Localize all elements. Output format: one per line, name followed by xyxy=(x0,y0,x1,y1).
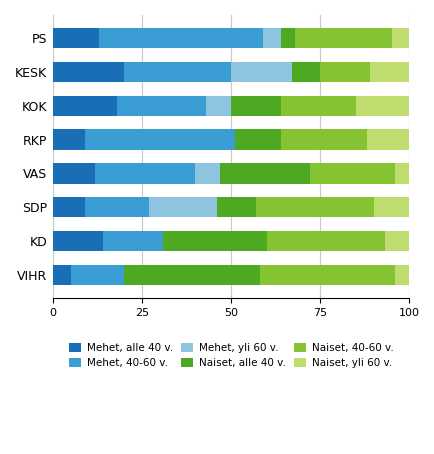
Bar xyxy=(369,62,408,82)
Bar xyxy=(102,231,163,251)
Bar xyxy=(266,231,384,251)
Bar xyxy=(234,129,280,150)
Bar xyxy=(220,163,309,183)
Bar xyxy=(280,28,295,48)
Bar xyxy=(309,163,395,183)
Bar xyxy=(53,231,102,251)
Bar xyxy=(53,197,85,217)
Bar xyxy=(373,197,408,217)
Bar xyxy=(230,95,280,116)
Bar xyxy=(117,95,206,116)
Bar xyxy=(280,129,366,150)
Bar xyxy=(53,28,99,48)
Bar xyxy=(99,28,263,48)
Bar xyxy=(366,129,408,150)
Bar xyxy=(163,231,266,251)
Bar xyxy=(53,265,70,285)
Bar xyxy=(395,265,408,285)
Bar xyxy=(124,62,230,82)
Bar xyxy=(149,197,216,217)
Bar xyxy=(53,129,85,150)
Bar xyxy=(256,197,373,217)
Bar xyxy=(53,95,117,116)
Bar xyxy=(295,28,391,48)
Bar xyxy=(53,62,124,82)
Bar xyxy=(259,265,395,285)
Bar xyxy=(85,197,149,217)
Bar xyxy=(291,62,319,82)
Bar xyxy=(124,265,259,285)
Bar xyxy=(230,62,291,82)
Bar xyxy=(319,62,369,82)
Bar xyxy=(391,28,408,48)
Bar xyxy=(95,163,195,183)
Bar xyxy=(263,28,280,48)
Bar xyxy=(70,265,124,285)
Bar xyxy=(206,95,230,116)
Bar xyxy=(355,95,408,116)
Bar xyxy=(216,197,256,217)
Bar xyxy=(53,163,95,183)
Legend: Mehet, alle 40 v., Mehet, 40-60 v., Mehet, yli 60 v., Naiset, alle 40 v., Naiset: Mehet, alle 40 v., Mehet, 40-60 v., Mehe… xyxy=(66,340,395,371)
Bar xyxy=(195,163,220,183)
Bar xyxy=(384,231,408,251)
Bar xyxy=(85,129,234,150)
Bar xyxy=(395,163,408,183)
Bar xyxy=(280,95,355,116)
